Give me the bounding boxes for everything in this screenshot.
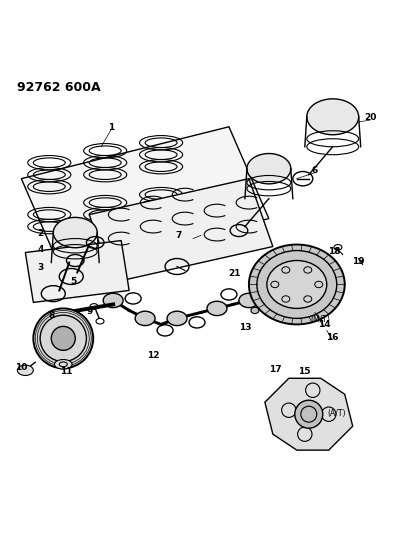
Text: 10: 10 — [15, 362, 28, 372]
Ellipse shape — [248, 245, 344, 325]
Text: 19: 19 — [352, 257, 364, 266]
Text: 2: 2 — [37, 229, 44, 238]
Text: (A/T): (A/T) — [327, 409, 345, 418]
Text: 12: 12 — [146, 351, 159, 360]
Text: 16: 16 — [325, 333, 337, 342]
Text: (M/T): (M/T) — [310, 314, 330, 324]
Ellipse shape — [55, 360, 72, 369]
Ellipse shape — [207, 301, 227, 316]
Text: 18: 18 — [328, 247, 340, 256]
Text: 11: 11 — [60, 367, 73, 376]
Ellipse shape — [51, 326, 75, 350]
Ellipse shape — [103, 293, 123, 308]
Text: 4: 4 — [37, 245, 44, 254]
Text: 13: 13 — [238, 322, 251, 332]
Ellipse shape — [294, 400, 322, 428]
Text: 20: 20 — [363, 114, 375, 123]
Text: 9: 9 — [86, 306, 92, 316]
Ellipse shape — [246, 154, 290, 184]
Ellipse shape — [167, 311, 186, 326]
Text: 1: 1 — [108, 123, 114, 132]
Ellipse shape — [238, 293, 258, 308]
Text: 6: 6 — [311, 166, 317, 175]
Text: 8: 8 — [49, 311, 55, 320]
Ellipse shape — [266, 261, 326, 309]
Polygon shape — [21, 127, 268, 270]
Text: 5: 5 — [70, 277, 76, 286]
Text: 17: 17 — [268, 365, 280, 374]
Text: 15: 15 — [297, 367, 310, 376]
Polygon shape — [89, 179, 272, 282]
Text: 3: 3 — [37, 263, 44, 272]
Ellipse shape — [17, 365, 33, 375]
Ellipse shape — [33, 309, 93, 368]
Text: 21: 21 — [228, 269, 241, 278]
Text: 92762 600A: 92762 600A — [17, 81, 101, 94]
Polygon shape — [264, 378, 352, 450]
Ellipse shape — [135, 311, 155, 326]
Text: 7: 7 — [175, 231, 182, 240]
Polygon shape — [25, 240, 129, 302]
Ellipse shape — [53, 217, 97, 248]
Ellipse shape — [250, 307, 258, 313]
Ellipse shape — [306, 99, 358, 135]
Text: 14: 14 — [317, 320, 330, 329]
